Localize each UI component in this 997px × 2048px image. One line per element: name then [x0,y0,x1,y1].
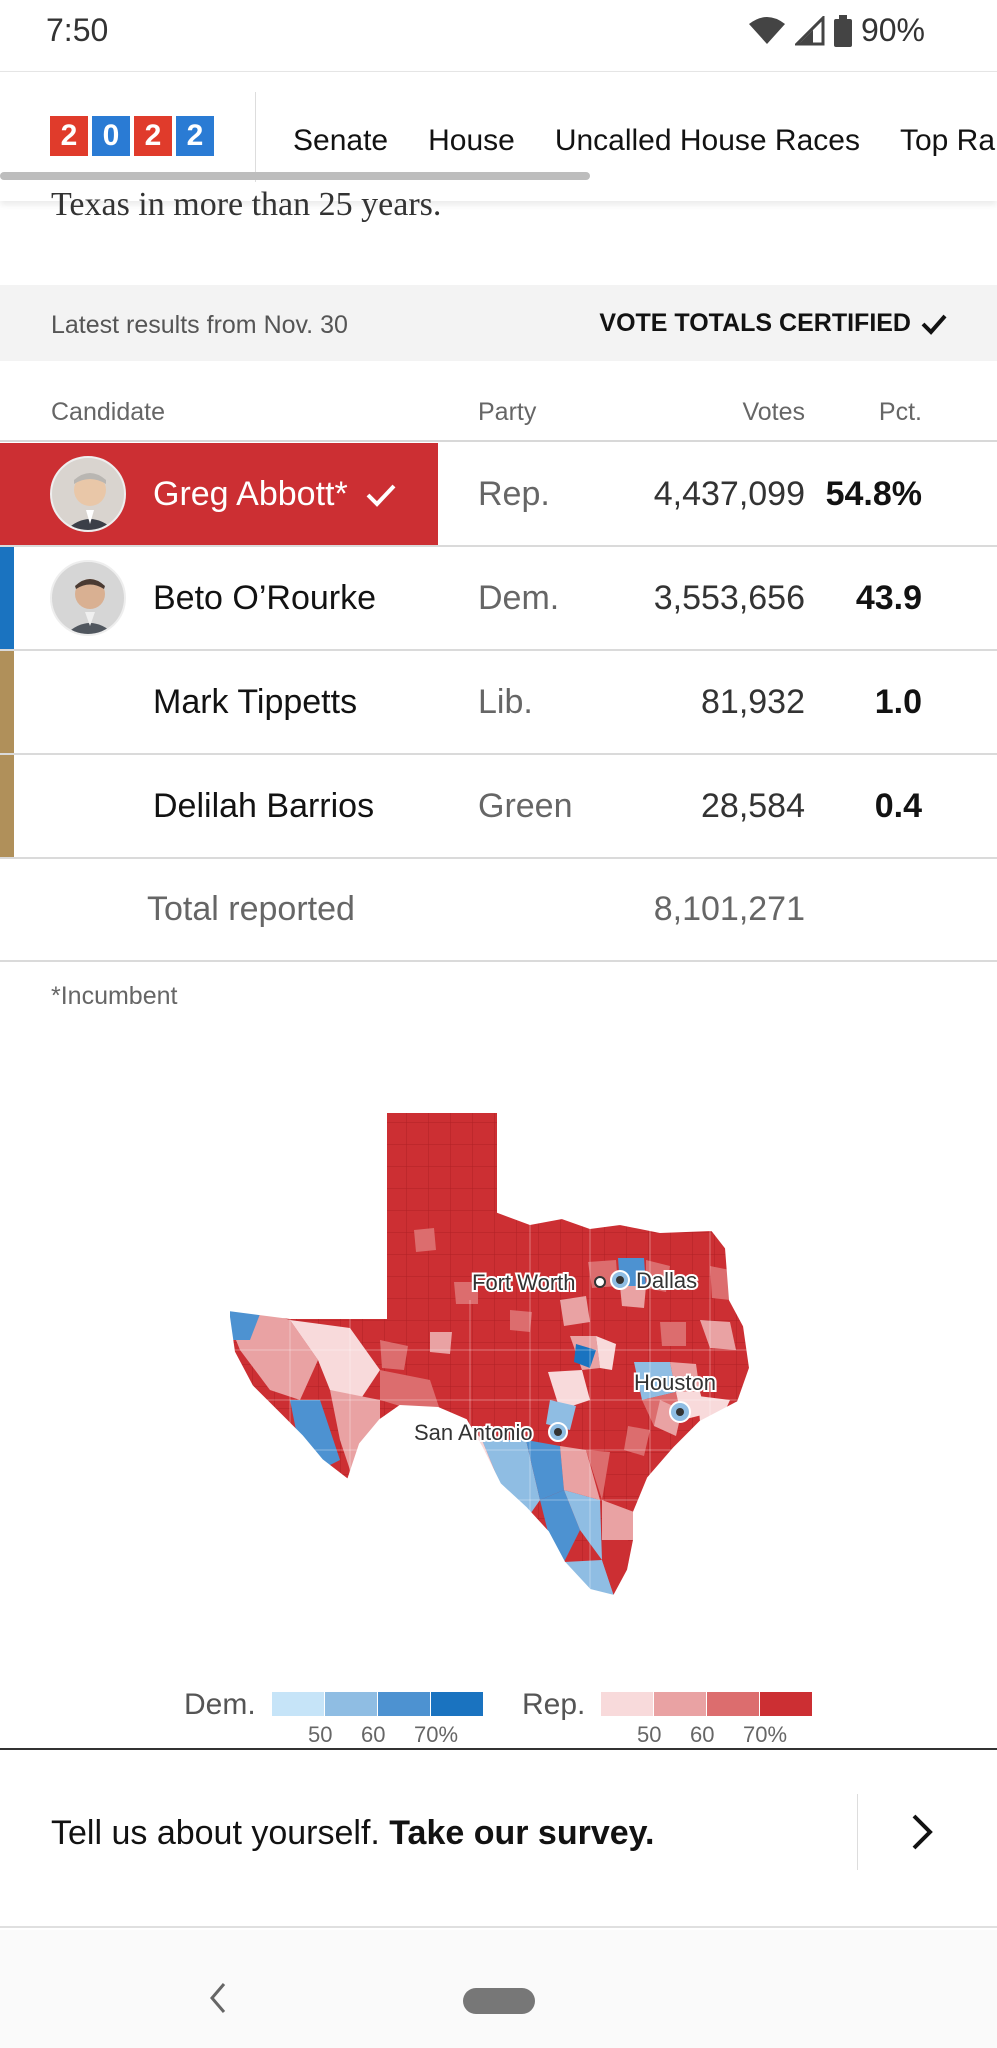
nav-scroll-indicator [0,172,590,180]
candidate-pct: 43.9 [855,579,922,617]
winner-check-icon [366,484,396,507]
survey-cta[interactable]: Take our survey. [389,1814,655,1852]
candidate-name: Beto O’Rourke [153,579,376,617]
results-header: Latest results from Nov. 30 VOTE TOTALS … [0,285,997,361]
party-stripe [0,547,14,649]
table-row: Greg Abbott* Rep. 4,437,099 54.8% [0,443,997,547]
checkmark-icon [921,314,947,335]
candidate-pct: 54.8% [825,475,922,513]
legend-swatch [431,1692,483,1716]
avatar [50,456,126,532]
legend-swatch [272,1692,324,1716]
party-stripe [0,755,14,857]
total-row: Total reported 8,101,271 [0,858,997,962]
city-label: Dallas [636,1268,697,1293]
logo-digit: 0 [92,116,130,156]
battery-percent: 90% [860,12,925,48]
survey-separator [857,1794,858,1870]
header-party: Party [478,398,537,426]
city-marker-houston: Houston [632,1368,718,1423]
header-candidate: Candidate [51,398,165,426]
candidate-party: Lib. [478,683,533,721]
nav-item-top-races[interactable]: Top Ra [899,124,996,157]
nav-item-uncalled-house[interactable]: Uncalled House Races [554,124,860,157]
city-marker-dallas: Dallas [610,1266,699,1295]
battery-icon [833,14,852,47]
certified-label: VOTE TOTALS CERTIFIED [599,309,911,337]
avatar [50,560,126,636]
logo-digit: 2 [50,116,88,156]
legend-swatch [707,1692,759,1716]
legend-swatch [325,1692,377,1716]
candidate-party: Dem. [478,579,560,617]
candidate-name-text: Greg Abbott* [153,475,348,513]
city-label: Fort Worth [472,1270,576,1295]
legend-dem-label: Dem. [184,1688,256,1721]
legend-tick: 70% [743,1722,788,1747]
total-votes: 8,101,271 [653,890,805,928]
texas-county-map[interactable]: Fort Worth Dallas Houston San Antonio [230,1100,770,1610]
candidate-pct: 0.4 [874,787,922,825]
legend-swatch [654,1692,706,1716]
wifi-icon [748,16,785,44]
party-stripe [0,651,14,753]
latest-results-label: Latest results from Nov. 30 [51,311,348,339]
candidate-name: Delilah Barrios [153,787,375,825]
logo-digit: 2 [176,116,214,156]
candidate-votes: 4,437,099 [653,475,805,513]
legend-swatch [378,1692,430,1716]
candidate-votes: 81,932 [701,683,805,721]
survey-prompt: Tell us about yourself. [51,1814,380,1852]
nav-item-house[interactable]: House [428,124,515,157]
logo-2022[interactable]: 2 0 2 2 [50,116,218,156]
city-label: San Antonio [414,1420,533,1445]
city-marker-fort-worth: Fort Worth [470,1268,606,1297]
logo-digit: 2 [134,116,172,156]
survey-text: Tell us about yourself. Take our survey. [51,1814,655,1853]
legend-tick: 50 [308,1722,333,1747]
candidate-pct: 1.0 [874,683,922,721]
election-nav: 2 0 2 2 Senate House Uncalled House Race… [0,71,997,201]
system-navigation-bar [0,1930,997,2048]
legend-tick: 70% [414,1722,459,1747]
table-row: Delilah Barrios Green 28,584 0.4 [0,755,997,859]
table-row: Mark Tippetts Lib. 81,932 1.0 [0,651,997,755]
status-bar: 7:50 90% [0,0,997,70]
city-marker-san-antonio: San Antonio [412,1418,568,1447]
legend-tick: 60 [690,1722,715,1747]
header-pct: Pct. [878,398,922,426]
chevron-right-icon[interactable] [910,1812,936,1852]
certified-status: VOTE TOTALS CERTIFIED [599,309,947,338]
candidate-votes: 3,553,656 [653,579,805,617]
legend-swatch [601,1692,653,1716]
cell-signal-icon [794,15,825,45]
candidate-party: Green [478,787,573,825]
intro-text: Texas in more than 25 years. [51,186,442,223]
survey-banner[interactable]: Tell us about yourself. Take our survey. [0,1750,997,1928]
status-time: 7:50 [46,12,109,48]
results-table-header: Candidate Party Votes Pct. [0,392,997,442]
legend-tick: 60 [361,1722,386,1747]
candidate-party: Rep. [478,475,550,513]
legend-swatch [760,1692,812,1716]
city-label: Houston [634,1370,716,1395]
candidate-votes: 28,584 [701,787,805,825]
section-divider [0,1748,997,1750]
candidate-name: Greg Abbott* [153,475,396,514]
candidate-name: Mark Tippetts [153,683,358,721]
header-votes: Votes [742,398,805,426]
legend-rep-label: Rep. [522,1688,586,1721]
map-legend: Dem. 50 60 70% Rep. 50 60 70% [0,1688,997,1748]
total-label: Total reported [147,890,355,928]
status-icons: 90% [747,12,925,49]
nav-divider [255,92,256,182]
legend-tick: 50 [637,1722,662,1747]
nav-items: Senate House Uncalled House Races Top Ra [293,124,995,158]
home-pill[interactable] [463,1988,535,2014]
nav-item-senate[interactable]: Senate [293,124,389,157]
table-row: Beto O’Rourke Dem. 3,553,656 43.9 [0,547,997,651]
incumbent-note: *Incumbent [51,982,178,1010]
back-icon[interactable] [208,1982,228,2014]
